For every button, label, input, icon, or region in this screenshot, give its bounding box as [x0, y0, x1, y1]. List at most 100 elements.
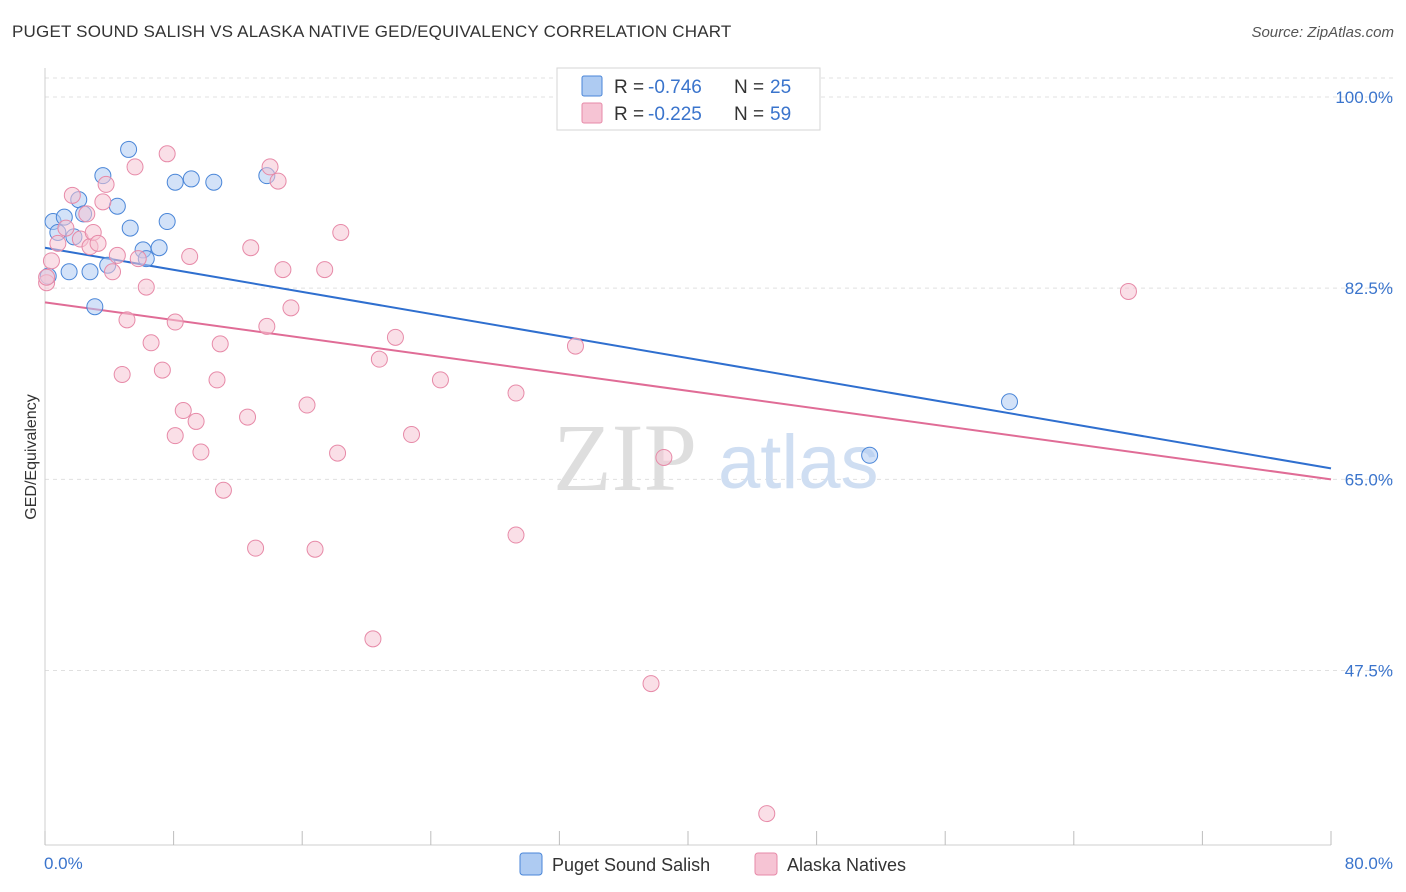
- series-legend-swatch-blue: [519, 852, 543, 876]
- y-tick-label: 100.0%: [1335, 88, 1393, 107]
- point-alaska-natives: [507, 526, 525, 544]
- point-alaska-natives: [655, 448, 673, 466]
- point-puget-sound-salish: [150, 239, 168, 257]
- series-legend-swatch-pink: [754, 852, 778, 876]
- trendline-alaska-natives: [44, 301, 1332, 481]
- x-tick-label-min: 0.0%: [44, 854, 83, 873]
- point-alaska-natives: [566, 337, 584, 355]
- x-tick-label-max: 80.0%: [1345, 854, 1393, 873]
- point-alaska-natives: [1119, 282, 1137, 300]
- source-label: Source: ZipAtlas.com: [1251, 24, 1394, 41]
- point-alaska-natives: [49, 234, 67, 252]
- point-alaska-natives: [332, 223, 350, 241]
- watermark-atlas: atlas: [718, 420, 879, 505]
- y-tick-label: 82.5%: [1345, 279, 1393, 298]
- point-alaska-natives: [174, 402, 192, 420]
- series-legend-label-pink: Alaska Natives: [787, 855, 906, 875]
- point-puget-sound-salish: [108, 197, 126, 215]
- series-legend-label-blue: Puget Sound Salish: [552, 855, 710, 875]
- point-layer: [38, 72, 1137, 823]
- point-alaska-natives: [166, 427, 184, 445]
- point-alaska-natives: [97, 175, 115, 193]
- point-alaska-natives: [153, 361, 171, 379]
- point-alaska-natives: [208, 371, 226, 389]
- point-puget-sound-salish: [86, 298, 104, 316]
- point-puget-sound-salish: [81, 263, 99, 281]
- point-alaska-natives: [329, 444, 347, 462]
- point-alaska-natives: [142, 334, 160, 352]
- chart-title: PUGET SOUND SALISH VS ALASKA NATIVE GED/…: [12, 22, 732, 41]
- point-alaska-natives: [108, 246, 126, 264]
- point-alaska-natives: [258, 317, 276, 335]
- legend-n-label-pink: N =: [734, 104, 764, 125]
- point-alaska-natives: [113, 365, 131, 383]
- legend-n-value-pink: 59: [770, 104, 791, 125]
- y-tick-label: 65.0%: [1345, 470, 1393, 489]
- point-puget-sound-salish: [158, 213, 176, 231]
- point-alaska-natives: [261, 158, 279, 176]
- point-alaska-natives: [181, 247, 199, 265]
- point-alaska-natives: [192, 443, 210, 461]
- grid-layer: [45, 77, 1394, 671]
- point-alaska-natives: [370, 350, 388, 368]
- point-puget-sound-salish: [120, 140, 138, 158]
- point-puget-sound-salish: [205, 173, 223, 191]
- point-alaska-natives: [211, 335, 229, 353]
- point-puget-sound-salish: [182, 170, 200, 188]
- legend-r-label-blue: R =: [614, 77, 644, 98]
- point-alaska-natives: [298, 396, 316, 414]
- watermark-zip: ZIP: [553, 404, 697, 511]
- point-alaska-natives: [78, 205, 96, 223]
- point-alaska-natives: [282, 299, 300, 317]
- trendline-puget-sound-salish: [44, 246, 1332, 470]
- point-alaska-natives: [247, 539, 265, 557]
- trend-layer: [44, 246, 1332, 481]
- point-alaska-natives: [242, 239, 260, 257]
- point-puget-sound-salish: [121, 219, 139, 237]
- point-alaska-natives: [403, 426, 421, 444]
- series-legend: Puget Sound Salish Alaska Natives: [519, 852, 906, 876]
- point-puget-sound-salish: [166, 173, 184, 191]
- point-alaska-natives: [38, 268, 56, 286]
- point-alaska-natives: [758, 805, 776, 823]
- point-puget-sound-salish: [1001, 393, 1018, 411]
- point-alaska-natives: [118, 311, 136, 329]
- point-puget-sound-salish: [861, 446, 879, 464]
- point-alaska-natives: [63, 186, 81, 204]
- y-axis-title: GED/Equivalency: [23, 394, 40, 519]
- point-alaska-natives: [507, 384, 525, 402]
- point-alaska-natives: [316, 261, 334, 279]
- tick-layer: 47.5% 65.0% 82.5% 100.0% 0.0% 80.0%: [44, 88, 1393, 873]
- legend-swatch-blue: [581, 75, 603, 97]
- point-alaska-natives: [431, 371, 449, 389]
- point-alaska-natives: [364, 630, 382, 648]
- point-alaska-natives: [89, 234, 107, 252]
- legend-n-label-blue: N =: [734, 77, 764, 98]
- legend-r-value-pink: -0.225: [648, 104, 702, 125]
- point-alaska-natives: [129, 250, 147, 268]
- point-alaska-natives: [386, 328, 404, 346]
- point-alaska-natives: [274, 261, 292, 279]
- point-alaska-natives: [239, 408, 257, 426]
- legend-r-value-blue: -0.746: [648, 77, 702, 98]
- point-alaska-natives: [166, 313, 184, 331]
- stats-legend: R = -0.746 N = 25 R = -0.225 N = 59: [556, 67, 821, 131]
- point-alaska-natives: [57, 219, 75, 237]
- legend-r-label-pink: R =: [614, 104, 644, 125]
- legend-swatch-pink: [581, 102, 603, 124]
- watermark: ZIP atlas: [553, 404, 879, 511]
- point-alaska-natives: [214, 481, 232, 499]
- point-alaska-natives: [187, 412, 205, 430]
- point-alaska-natives: [158, 145, 176, 163]
- point-alaska-natives: [42, 252, 60, 270]
- y-tick-label: 47.5%: [1345, 662, 1393, 681]
- point-alaska-natives: [104, 263, 122, 281]
- point-alaska-natives: [137, 278, 155, 296]
- point-alaska-natives: [269, 172, 287, 190]
- point-alaska-natives: [126, 158, 144, 176]
- point-alaska-natives: [642, 675, 660, 693]
- point-puget-sound-salish: [60, 263, 78, 281]
- point-alaska-natives: [306, 540, 324, 558]
- point-alaska-natives: [94, 193, 112, 211]
